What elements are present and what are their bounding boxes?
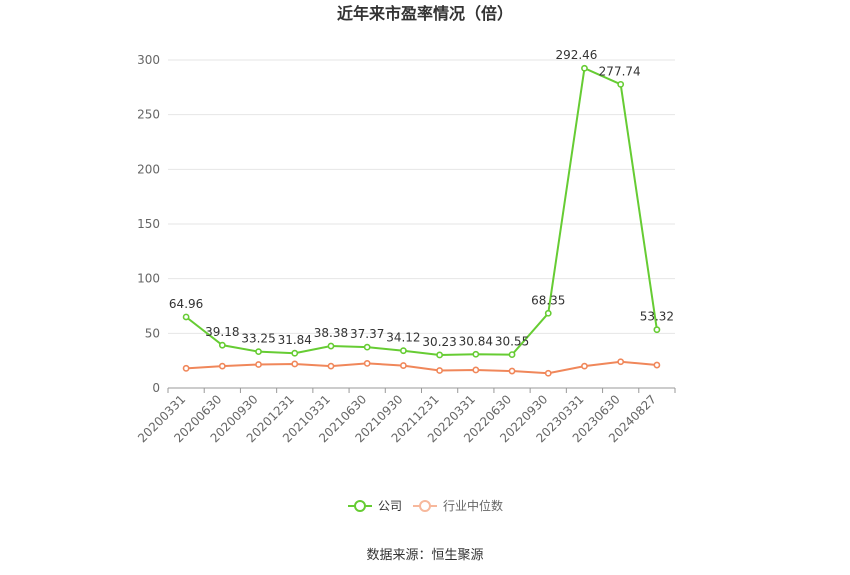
data-point (472, 350, 480, 358)
data-label: 64.96 (169, 297, 203, 311)
data-point (653, 326, 661, 334)
y-tick-label: 200 (137, 162, 160, 176)
series-industry-median (182, 358, 661, 377)
series-line (186, 360, 657, 375)
data-point (182, 313, 190, 321)
data-label: 38.38 (314, 326, 348, 340)
data-label: 37.37 (350, 327, 384, 341)
data-point (472, 366, 480, 374)
grid-lines (168, 59, 675, 334)
data-point (363, 343, 371, 351)
data-label: 30.55 (495, 335, 529, 349)
y-tick-label: 250 (137, 108, 160, 122)
legend[interactable]: 公司 行业中位数 (348, 498, 503, 513)
data-point (291, 349, 299, 357)
data-label: 292.46 (555, 48, 597, 62)
y-tick-label: 50 (145, 326, 160, 340)
data-label: 33.25 (241, 332, 275, 346)
legend-label-industry-median: 行业中位数 (443, 498, 503, 513)
y-tick-label: 300 (137, 53, 160, 67)
data-point (327, 362, 335, 370)
data-label: 30.84 (459, 334, 493, 348)
legend-label-company: 公司 (378, 499, 402, 513)
data-point (255, 361, 262, 368)
data-point (363, 359, 371, 367)
data-point (436, 351, 444, 359)
data-point (218, 362, 226, 370)
data-label: 31.84 (278, 333, 312, 347)
data-label: 34.12 (386, 331, 420, 345)
data-point (544, 369, 552, 377)
y-tick-label: 0 (152, 381, 160, 395)
data-label: 68.35 (531, 293, 565, 307)
data-point (508, 367, 516, 375)
data-point (255, 348, 262, 356)
series-line (185, 66, 658, 356)
data-label: 53.32 (640, 310, 674, 324)
data-point (327, 342, 335, 350)
data-point (436, 367, 444, 374)
legend-item-company[interactable]: 公司 (348, 499, 402, 513)
x-axis: 2020033120200630202009302020123120210331… (135, 387, 676, 445)
y-tick-label: 100 (137, 272, 160, 286)
data-point (617, 358, 625, 366)
data-point (617, 80, 625, 88)
data-point (581, 64, 588, 72)
data-label: 39.18 (205, 325, 239, 339)
data-point (653, 361, 661, 369)
data-point (291, 360, 299, 368)
data-point (581, 362, 588, 370)
y-tick-label: 150 (137, 217, 160, 231)
data-point (399, 362, 407, 369)
legend-item-industry-median[interactable]: 行业中位数 (413, 498, 503, 513)
chart-title: 近年来市盈率情况（倍） (337, 4, 513, 23)
data-label: 277.74 (599, 64, 641, 78)
data-point (544, 309, 552, 317)
data-point (399, 347, 407, 355)
data-point (218, 341, 226, 349)
data-point (508, 351, 516, 358)
data-label: 30.23 (422, 335, 456, 349)
data-source-note: 数据来源：恒生聚源 (366, 548, 483, 563)
y-axis: 0 50 100 150 200 250 300 (137, 53, 160, 395)
data-point (182, 364, 190, 372)
